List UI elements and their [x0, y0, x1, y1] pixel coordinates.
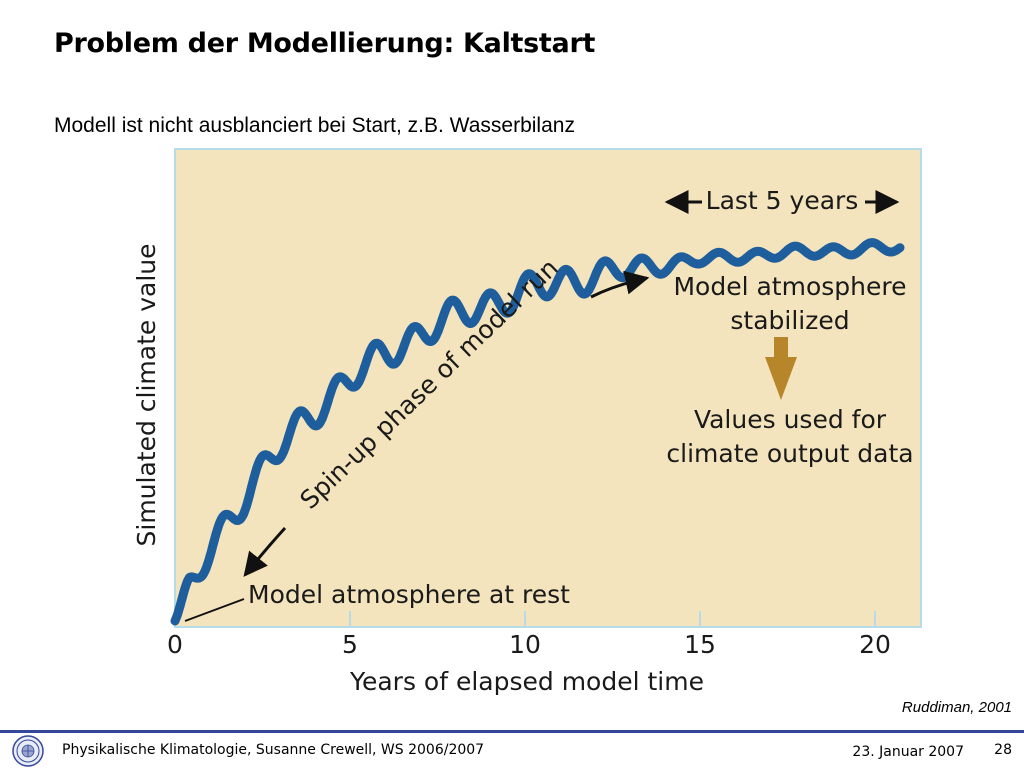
- university-seal-icon: [11, 735, 45, 767]
- page-number: 28: [994, 742, 1012, 758]
- last-five-years-label: Last 5 years: [706, 186, 859, 215]
- slide-subtitle: Modell ist nicht ausblanciert bei Start,…: [54, 114, 575, 137]
- spinup-to-stable-arrow: [590, 270, 650, 299]
- x-tick-label: 5: [342, 630, 358, 659]
- slide-title: Problem der Modellierung: Kaltstart: [54, 28, 596, 59]
- at-rest-pointer-line: [184, 598, 245, 622]
- values-label-line2: climate output data: [666, 439, 913, 468]
- y-axis-label: Simulated climate value: [132, 243, 161, 546]
- x-tick-label: 10: [509, 630, 541, 659]
- figure-credit: Ruddiman, 2001: [901, 699, 1012, 716]
- stabilized-label-line1: Model atmosphere: [673, 272, 906, 301]
- plot-background: [174, 148, 922, 628]
- x-tick-label: 20: [859, 630, 891, 659]
- footer-rule: [0, 730, 1024, 733]
- x-tick-label: 15: [684, 630, 716, 659]
- down-arrow-icon: [765, 337, 797, 400]
- x-axis-label: Years of elapsed model time: [349, 667, 704, 696]
- climate-value-curve: [170, 238, 905, 626]
- spinup-to-start-arrow: [243, 526, 287, 577]
- values-label-line1: Values used for: [694, 405, 887, 434]
- footer-course-info: Physikalische Klimatologie, Susanne Crew…: [62, 742, 485, 758]
- footer-date: 23. Januar 2007: [852, 744, 964, 760]
- at-rest-label: Model atmosphere at rest: [248, 580, 570, 609]
- stabilized-label-line2: stabilized: [730, 306, 849, 335]
- x-tick-label: 0: [167, 630, 183, 659]
- spin-up-figure: Simulated climate value 0 5 10 15 20 Yea…: [125, 145, 925, 700]
